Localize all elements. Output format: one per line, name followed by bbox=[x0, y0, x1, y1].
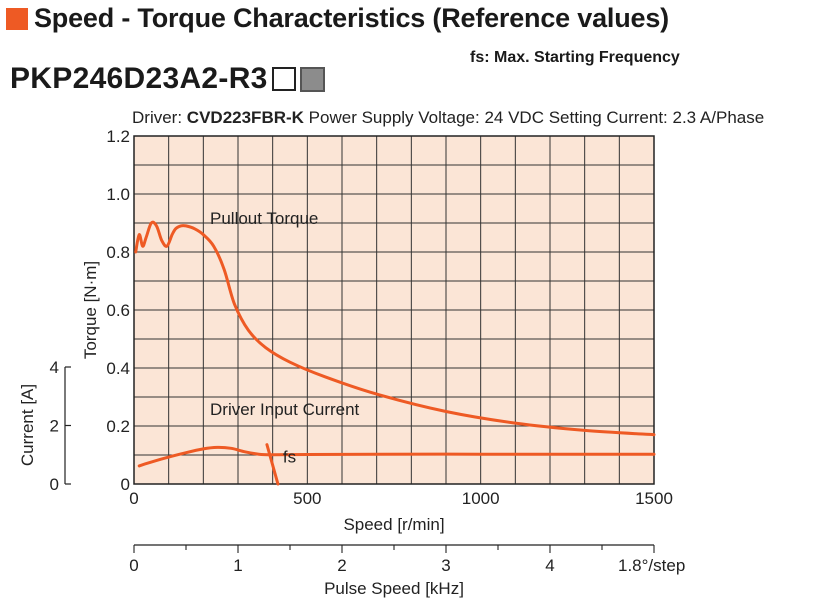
driver-model: CVD223FBR-K bbox=[186, 108, 304, 127]
fs-note: fs: Max. Starting Frequency bbox=[470, 49, 680, 66]
model-row: PKP246D23A2-R3 bbox=[10, 62, 325, 96]
pulse-tick-label: 2 bbox=[337, 556, 346, 575]
y-tick-label: 1.2 bbox=[106, 127, 130, 146]
y-tick-label: 1.0 bbox=[106, 185, 130, 204]
setting-current: Setting Current: 2.3 A/Phase bbox=[548, 108, 765, 127]
x-axis-label: Speed [r/min] bbox=[343, 515, 444, 534]
current-tick-label: 2 bbox=[50, 417, 59, 436]
white-square-icon bbox=[271, 67, 296, 91]
y-tick-label: 0 bbox=[121, 475, 130, 494]
x-tick-label: 0 bbox=[129, 489, 138, 508]
pulse-axis-label: Pulse Speed [kHz] bbox=[324, 579, 464, 598]
y-tick-label: 0.6 bbox=[106, 301, 130, 320]
pulse-tick-label: 1 bbox=[233, 556, 242, 575]
driver-input-current-label: Driver Input Current bbox=[210, 400, 360, 419]
pulse-tick-label: 3 bbox=[441, 556, 450, 575]
x-tick-label: 500 bbox=[293, 489, 321, 508]
pulse-tick-label: 4 bbox=[545, 556, 554, 575]
y-tick-label: 0.8 bbox=[106, 243, 130, 262]
x-tick-label: 1500 bbox=[635, 489, 673, 508]
current-tick-label: 4 bbox=[50, 358, 59, 377]
pulse-tick-label: 0 bbox=[129, 556, 138, 575]
y-tick-label: 0.4 bbox=[106, 359, 130, 378]
current-tick-label: 0 bbox=[50, 475, 59, 494]
page-title: Speed - Torque Characteristics (Referenc… bbox=[34, 3, 669, 33]
current-axis-label: Current [A] bbox=[18, 384, 37, 466]
driver-label: Driver: bbox=[132, 108, 183, 127]
x-tick-label: 1000 bbox=[462, 489, 500, 508]
y-tick-label: 0.2 bbox=[106, 417, 130, 436]
step-note: 1.8°/step bbox=[618, 556, 685, 575]
pullout-torque-label: Pullout Torque bbox=[210, 209, 318, 228]
orange-square-icon bbox=[6, 7, 28, 30]
y-axis-label: Torque [N·m] bbox=[81, 261, 100, 359]
driver-info: Driver: CVD223FBR-K Power Supply Voltage… bbox=[132, 108, 764, 128]
model-name: PKP246D23A2-R3 bbox=[10, 62, 268, 95]
gray-square-icon bbox=[299, 66, 325, 92]
driver-input-current-line bbox=[137, 445, 656, 468]
fs-marker bbox=[265, 443, 280, 486]
fs-label: fs bbox=[283, 448, 296, 467]
pullout-torque-line bbox=[134, 220, 656, 437]
power-supply: Power Supply Voltage: 24 VDC bbox=[308, 108, 544, 127]
plot-frame bbox=[133, 135, 655, 485]
chart-header: Speed - Torque Characteristics (Referenc… bbox=[6, 3, 669, 34]
